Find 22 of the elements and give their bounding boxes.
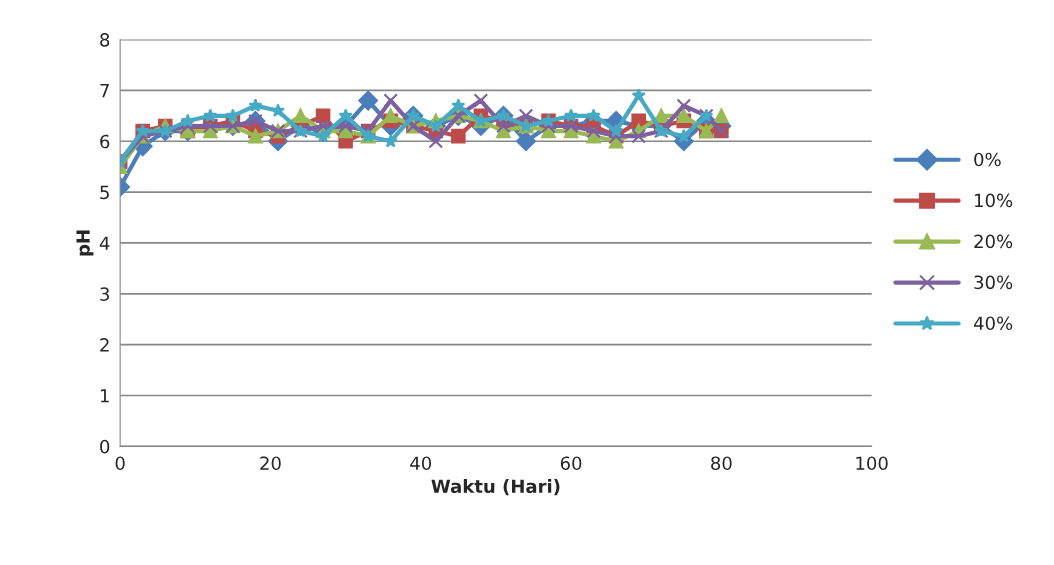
legend-label: 40%	[973, 316, 1013, 331]
y-tick-label: 4	[99, 236, 110, 250]
x-tick-label: 100	[856, 456, 888, 471]
y-tick-label: 6	[100, 134, 110, 149]
legend-label: 20%	[974, 234, 1013, 249]
x-axis-title: Waktu (Hari)	[431, 479, 560, 496]
legend-label: 30%	[974, 275, 1013, 290]
legend-label: 0%	[974, 152, 1001, 167]
x-tick-label: 0	[115, 456, 125, 471]
x-tick-label: 20	[260, 456, 281, 471]
y-tick-label: 8	[100, 33, 110, 47]
y-tick-label: 5	[100, 185, 109, 200]
y-tick-label: 0	[100, 439, 110, 454]
y-tick-label: 3	[100, 287, 109, 301]
y-tick-label: 2	[100, 338, 109, 352]
y-tick-label: 1	[100, 389, 109, 403]
x-tick-label: 60	[560, 456, 582, 471]
y-tick-label: 7	[100, 84, 109, 98]
y-axis-title: pH	[76, 230, 94, 256]
x-tick-label: 80	[711, 456, 732, 471]
legend-label: 10%	[975, 193, 1013, 208]
x-tick-label: 40	[410, 456, 432, 471]
